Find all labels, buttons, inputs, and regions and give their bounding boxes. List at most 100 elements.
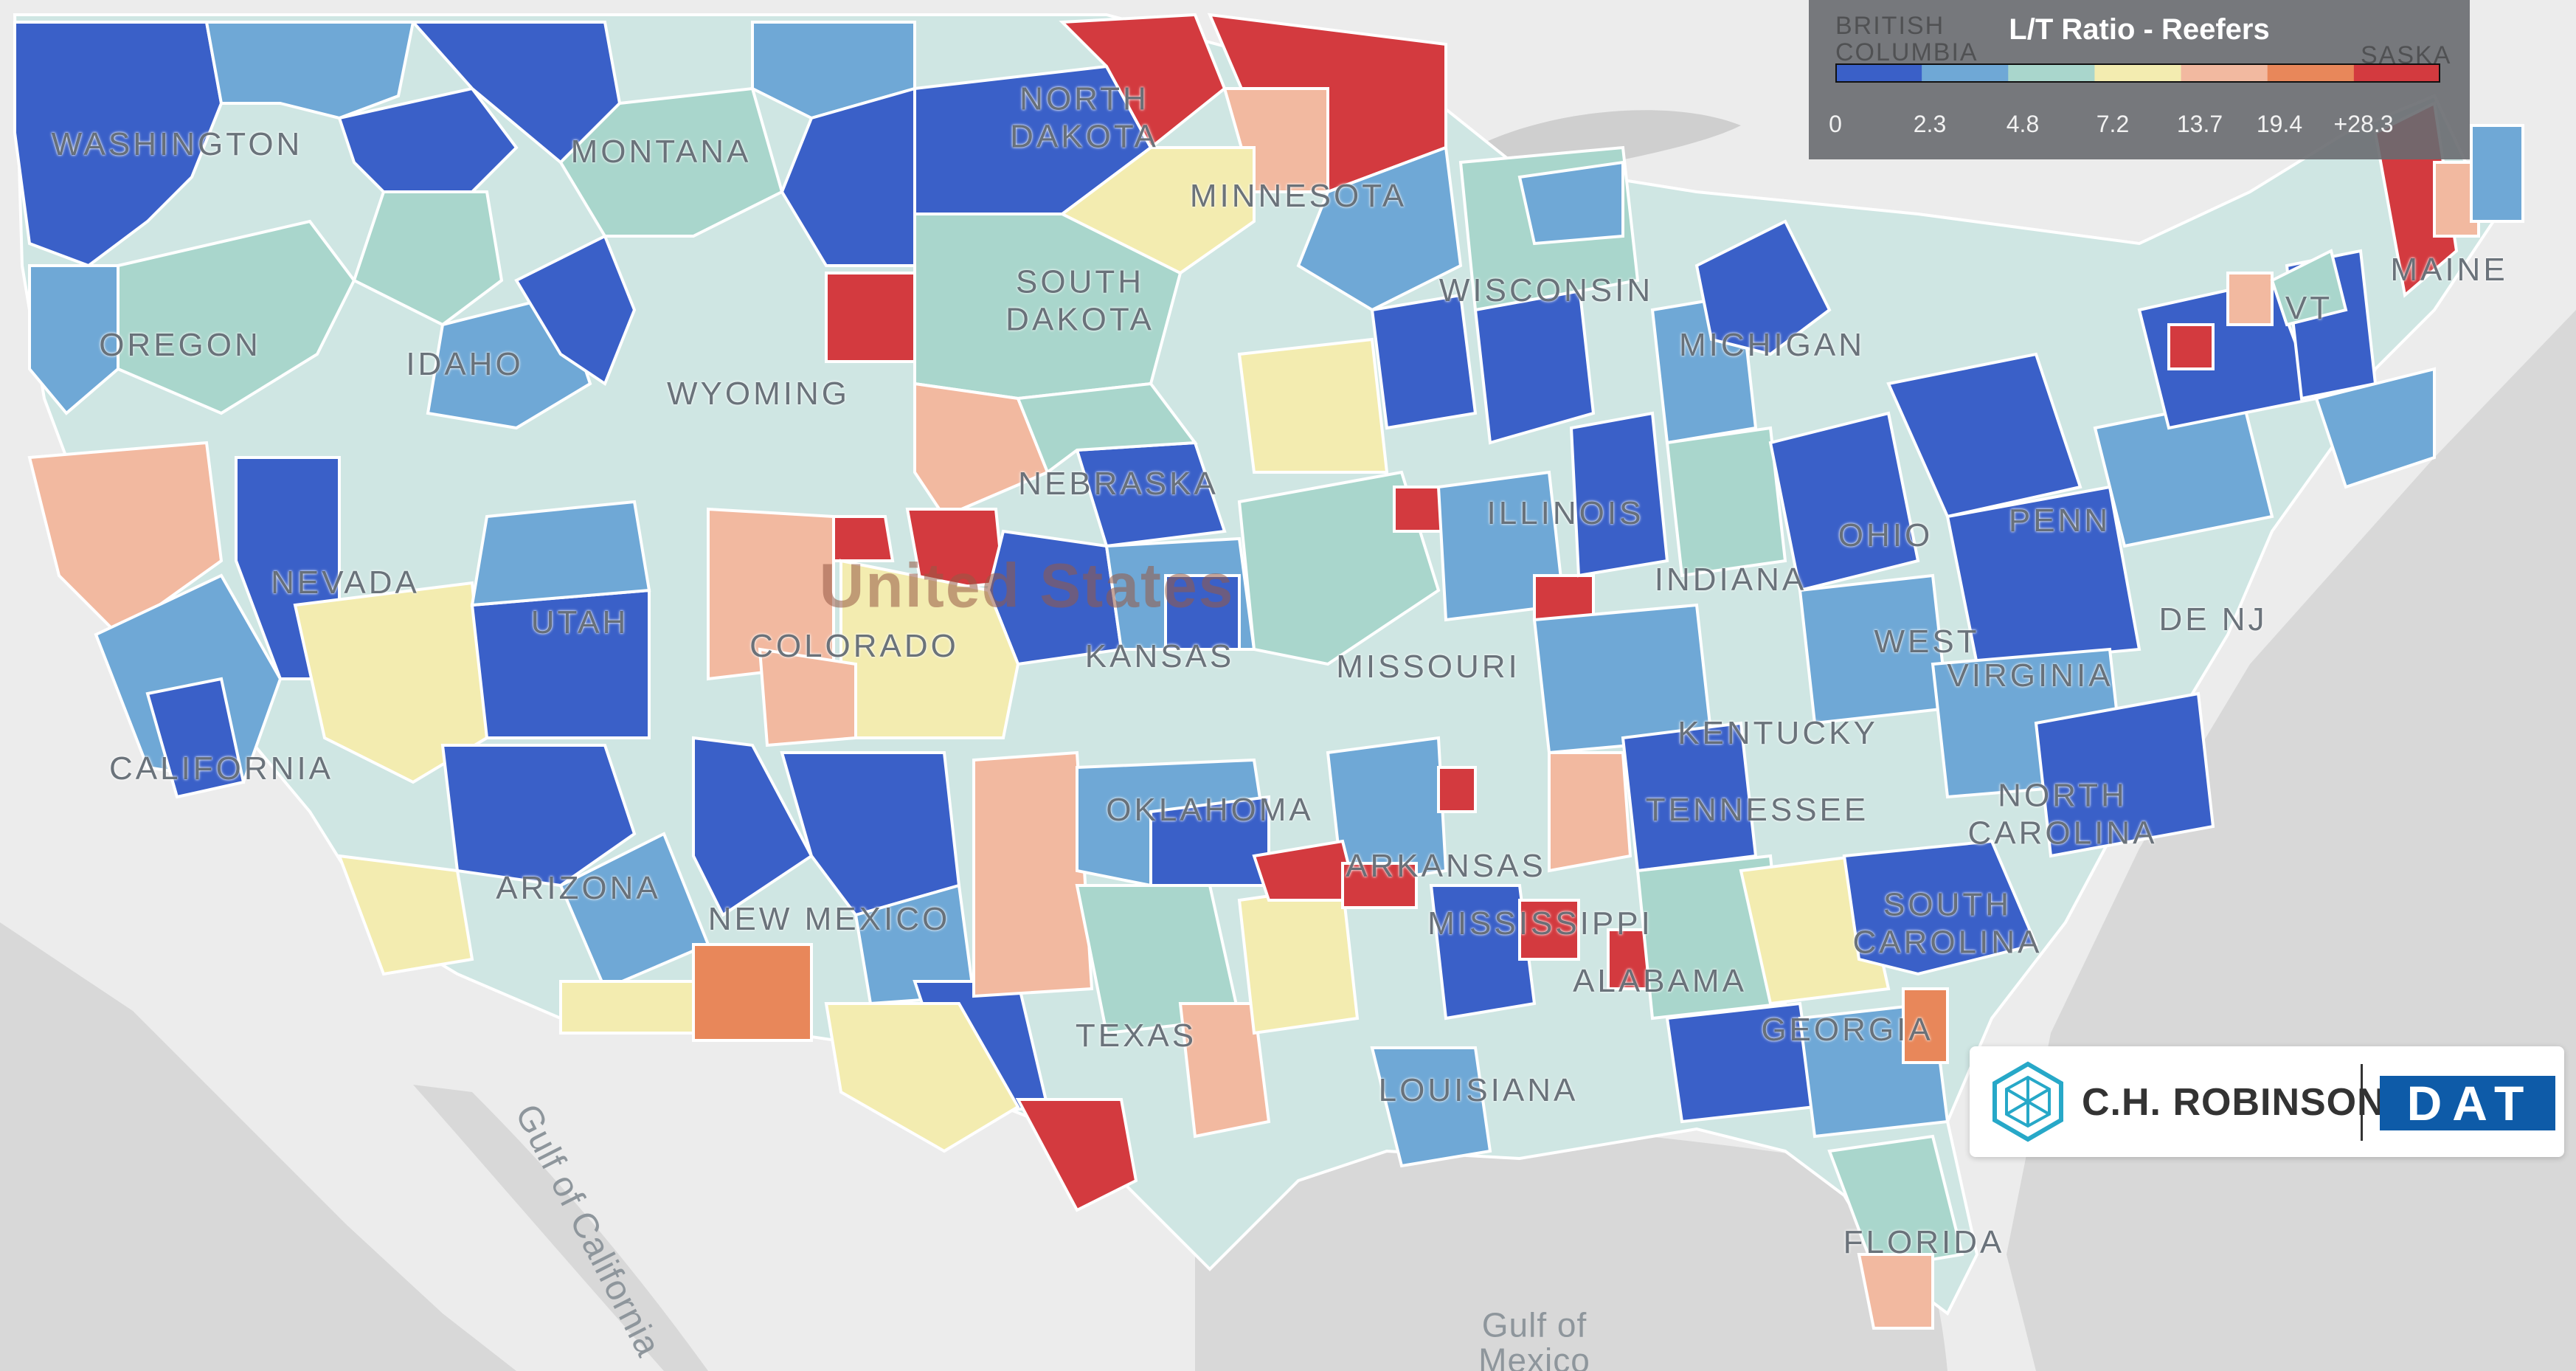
region [2433, 161, 2480, 238]
state-label-california: CALIFORNIA [108, 750, 334, 787]
state-label-illinois: ILLINOIS [1486, 495, 1644, 531]
region [1621, 721, 1758, 873]
legend-swatch [2353, 63, 2440, 83]
region [1694, 219, 1832, 356]
legend-tick-label: 13.7 [2176, 111, 2223, 137]
chr-logo-text: C.H. ROBINSON [2082, 1081, 2386, 1124]
state-label-wisconsin: WISCONSIN [1438, 272, 1654, 308]
region [692, 736, 814, 917]
state-label-nebraska: NEBRASKA [1018, 466, 1219, 502]
state-label-idaho: IDAHO [406, 346, 524, 382]
region [1237, 337, 1389, 474]
region [440, 744, 637, 888]
region [780, 86, 916, 267]
region [1857, 1253, 1934, 1330]
state-label-indiana: INDIANA [1654, 562, 1807, 598]
state-label-pennsylvania: PENN [2008, 503, 2111, 539]
region [1768, 411, 1920, 593]
region [1429, 884, 1537, 1021]
region [972, 750, 1094, 998]
region [28, 264, 120, 415]
legend-bg-label-british-columbia: BRITISH COLUMBIA [1835, 12, 1978, 66]
region [1665, 426, 1787, 578]
region [559, 980, 695, 1035]
region [1437, 766, 1477, 813]
state-label-oklahoma: OKLAHOMA [1106, 792, 1314, 828]
region [2470, 124, 2524, 223]
region [1059, 146, 1256, 275]
pacific-ocean [0, 922, 516, 1371]
water-label-gulf-of-mexico: Gulf of Mexico [1478, 1305, 1590, 1371]
legend-tick-label: 19.4 [2256, 111, 2303, 137]
region [2167, 323, 2215, 370]
region [1015, 1098, 1138, 1212]
region [1569, 411, 1669, 578]
state-label-mississippi: MISSISSIPPI [1427, 905, 1653, 942]
state-label-michigan: MICHIGAN [1679, 327, 1865, 363]
region [1237, 470, 1441, 666]
region [1296, 145, 1463, 312]
state-label-ohio: OHIO [1838, 517, 1933, 553]
region [1370, 1046, 1492, 1168]
state-label-arizona: ARIZONA [496, 870, 661, 906]
state-label-georgia: GEORGIA [1761, 1012, 1933, 1048]
state-label-minnesota: MINNESOTA [1189, 178, 1408, 214]
state-label-oregon: OREGON [99, 327, 261, 363]
region [352, 190, 504, 327]
region [1341, 862, 1418, 909]
legend-tick-label: 4.8 [2006, 111, 2040, 137]
state-label-south-dakota: SOUTH DAKOTA [1005, 263, 1154, 337]
region [2270, 249, 2348, 327]
region [2226, 272, 2274, 326]
region [1178, 1002, 1271, 1139]
legend-color-bar [1835, 63, 2440, 83]
state-label-texas: TEXAS [1075, 1018, 1197, 1054]
state-label-maine: MAINE [2390, 252, 2508, 288]
state-label-montana: MONTANA [570, 134, 752, 170]
region [145, 677, 246, 799]
region [27, 441, 224, 637]
regions [13, 13, 2524, 1330]
region [1886, 352, 2082, 519]
state-label-de-nj: DE NJ [2158, 601, 2268, 638]
legend-panel: BRITISH COLUMBIA SASKA L/T Ratio - Reefe… [1809, 0, 2470, 159]
state-label-new-mexico: NEW MEXICO [707, 901, 951, 937]
legend-swatch [1922, 63, 2009, 83]
state-label-north-carolina: NORTH CAROLINA [1967, 777, 2158, 851]
state-label-colorado: COLORADO [749, 628, 959, 664]
state-label-louisiana: LOUISIANA [1378, 1072, 1579, 1108]
legend-tick-label: 7.2 [2096, 111, 2130, 137]
region [758, 647, 857, 747]
region [1842, 839, 2038, 976]
state-label-north-dakota: NORTH DAKOTA [1010, 80, 1159, 154]
region [1237, 883, 1360, 1035]
region [94, 573, 283, 784]
dat-logo: DAT [2380, 1076, 2555, 1130]
region [1016, 381, 1198, 475]
legend-swatch [2094, 63, 2182, 83]
country-label: United States [819, 550, 1235, 621]
region [2314, 367, 2436, 489]
state-label-south-carolina: SOUTH CAROLINA [1852, 886, 2043, 960]
region [1370, 293, 1478, 430]
region [1945, 485, 2142, 666]
legend-bar-frame [1835, 63, 2440, 83]
state-label-tennessee: TENNESSEE [1645, 792, 1869, 828]
gulf-of-california [413, 1085, 708, 1371]
region [1517, 160, 1624, 246]
legend-tick-label: 2.3 [1913, 111, 1947, 137]
legend-swatch [1835, 63, 1922, 83]
state-label-florida: FLORIDA [1843, 1224, 2005, 1260]
region [1518, 899, 1580, 961]
region [986, 529, 1123, 666]
state-label-alabama: ALABAMA [1573, 963, 1747, 999]
region [1533, 574, 1595, 621]
region [1059, 13, 1227, 151]
region [1827, 1134, 1964, 1271]
region [692, 943, 813, 1042]
region [336, 854, 474, 976]
state-label-arkansas: ARKANSAS [1346, 848, 1546, 884]
region [1902, 987, 1949, 1064]
